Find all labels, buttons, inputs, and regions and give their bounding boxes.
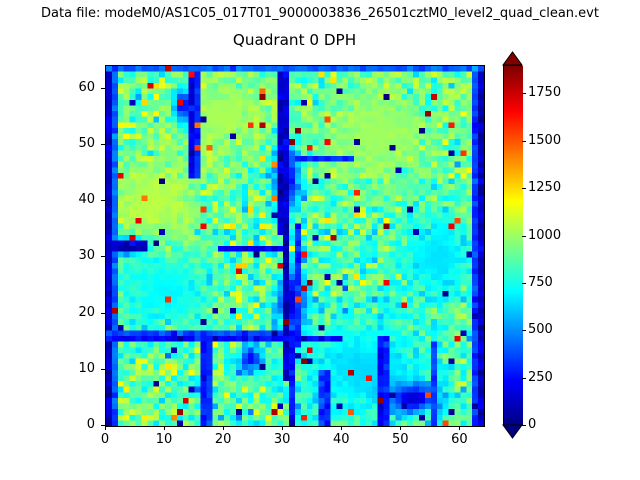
y-axis-tick-label: 30 (78, 248, 95, 264)
colorbar-extend-arrows (502, 51, 523, 439)
colorbar-tick (522, 93, 526, 95)
plot-title: Quadrant 0 DPH (232, 31, 357, 49)
colorbar-tick (522, 235, 526, 237)
x-axis-tick (105, 426, 106, 430)
colorbar-tick (522, 425, 526, 426)
x-axis-tick-label: 60 (451, 432, 468, 447)
x-axis-tick-label: 40 (332, 432, 350, 447)
x-axis-tick-label: 50 (392, 432, 409, 447)
colorbar-tick (522, 330, 526, 332)
colorbar[interactable] (502, 51, 523, 439)
y-axis-tick-label: 40 (78, 192, 95, 207)
y-axis-tick-label: 20 (78, 304, 95, 320)
colorbar-tick (522, 377, 526, 379)
colorbar-tick-label: 0 (528, 417, 537, 432)
colorbar-tick-label: 750 (528, 274, 553, 290)
colorbar-tick-label: 250 (528, 369, 553, 385)
x-axis-tick-label: 20 (214, 432, 232, 447)
x-axis-tick (400, 426, 402, 430)
y-axis-tick-label: 0 (86, 417, 95, 432)
x-axis-tick (282, 426, 284, 430)
y-axis-tick (101, 425, 105, 426)
x-axis-tick (223, 426, 225, 430)
x-axis-tick (164, 426, 166, 430)
colorbar-tick (522, 188, 526, 190)
y-axis-tick (101, 312, 105, 314)
colorbar-tick-label: 500 (528, 322, 553, 338)
colorbar-tick-label: 1250 (528, 180, 562, 196)
x-axis-tick-label: 0 (100, 432, 110, 447)
x-axis-tick (341, 426, 343, 430)
colorbar-tick (522, 282, 526, 284)
detector-heatmap-image[interactable] (106, 66, 484, 426)
x-axis-tick (459, 426, 461, 430)
y-axis-tick (101, 256, 105, 258)
y-axis-tick-label: 10 (78, 360, 95, 376)
x-axis-tick-label: 10 (155, 432, 173, 447)
data-file-caption: Data file: modeM0/AS1C05_017T01_90000038… (41, 6, 599, 21)
y-axis-tick (101, 143, 105, 145)
y-axis-tick-label: 50 (78, 135, 95, 151)
y-axis-tick-label: 60 (78, 79, 95, 95)
colorbar-tick-label: 1750 (528, 85, 562, 101)
colorbar-tick-label: 1000 (528, 227, 562, 243)
y-axis-tick (101, 87, 105, 89)
colorbar-canvas (504, 66, 523, 426)
heatmap-axes[interactable] (105, 65, 485, 427)
colorbar-tick (522, 140, 526, 142)
colorbar-tick-label: 1500 (528, 132, 562, 148)
x-axis-tick-label: 30 (273, 432, 291, 447)
y-axis-tick (101, 368, 105, 370)
y-axis-tick (101, 200, 105, 201)
